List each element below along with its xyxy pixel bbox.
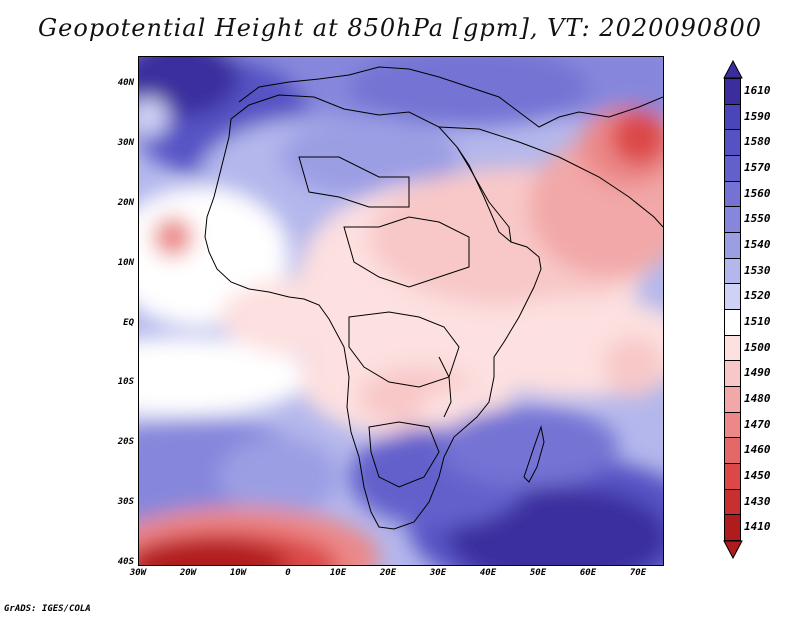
lon-label-20w: 20W [179, 568, 197, 578]
map-panel[interactable] [138, 56, 664, 566]
colorbar-cell [724, 488, 741, 516]
colorbar-cell [724, 129, 741, 156]
lon-label-20e: 20E [379, 568, 397, 578]
map-title: Geopotential Height at 850hPa [gpm], VT:… [38, 14, 762, 42]
colorbar-cell [724, 437, 741, 464]
colorbar-label: 1530 [744, 263, 771, 277]
colorbar-label: 1510 [744, 314, 771, 328]
lat-label-40s: 40S [117, 557, 134, 567]
colorbar-label: 1570 [744, 160, 771, 174]
colorbar-label: 1450 [744, 468, 771, 482]
colorbar-cell [724, 180, 741, 208]
lon-label-70e: 70E [629, 568, 647, 578]
lon-label-50e: 50E [529, 568, 547, 578]
colorbar-label: 1610 [744, 83, 771, 97]
colorbar-cell [724, 411, 741, 439]
colorbar-cell [724, 78, 741, 105]
lon-label-60e: 60E [579, 568, 597, 578]
lon-label-30e: 30E [429, 568, 447, 578]
colorbar-label: 1550 [744, 212, 771, 226]
colorbar-cell [724, 103, 741, 131]
lat-label-eq: EQ [123, 318, 134, 328]
colorbar-cell [724, 360, 741, 387]
colorbar-cell [724, 514, 741, 541]
colorbar-label: 1500 [744, 340, 771, 354]
colorbar-cell [724, 206, 741, 233]
lat-label-30s: 30S [117, 497, 134, 507]
lat-label-30n: 30N [117, 138, 134, 148]
colorbar-label: 1590 [744, 109, 771, 123]
colorbar-cell [724, 232, 741, 259]
colorbar-label: 1430 [744, 494, 771, 508]
lat-label-10s: 10S [117, 377, 134, 387]
colorbar-top-arrow [723, 60, 743, 79]
colorbar-cell [724, 155, 741, 182]
colorbar-label: 1470 [744, 417, 771, 431]
colorbar-label: 1560 [744, 186, 771, 200]
lat-label-10n: 10N [117, 258, 134, 268]
lon-label-0: 0 [285, 568, 291, 578]
colorbar-label: 1580 [744, 135, 771, 149]
colorbar-label: 1410 [744, 520, 771, 534]
lon-label-30w: 30W [129, 568, 147, 578]
grads-credit: GrADS: IGES/COLA [4, 604, 91, 614]
colorbar-cell [724, 309, 741, 336]
lon-label-10e: 10E [329, 568, 347, 578]
colorbar-cell [724, 257, 741, 285]
lon-label-40e: 40E [479, 568, 497, 578]
lat-label-20n: 20N [117, 198, 134, 208]
colorbar-label: 1460 [744, 443, 771, 457]
colorbar-cell [724, 334, 741, 362]
colorbar-cell [724, 463, 741, 490]
colorbar-label: 1480 [744, 391, 771, 405]
map-field [139, 57, 663, 565]
colorbar-cell [724, 283, 741, 310]
colorbar-label: 1520 [744, 289, 771, 303]
colorbar-bottom-arrow [723, 540, 743, 560]
lon-label-10w: 10W [229, 568, 247, 578]
lat-label-40n: 40N [117, 78, 134, 88]
colorbar-label: 1490 [744, 366, 771, 380]
colorbar-cell [724, 386, 741, 413]
lat-label-20s: 20S [117, 437, 134, 447]
colorbar-label: 1540 [744, 237, 771, 251]
